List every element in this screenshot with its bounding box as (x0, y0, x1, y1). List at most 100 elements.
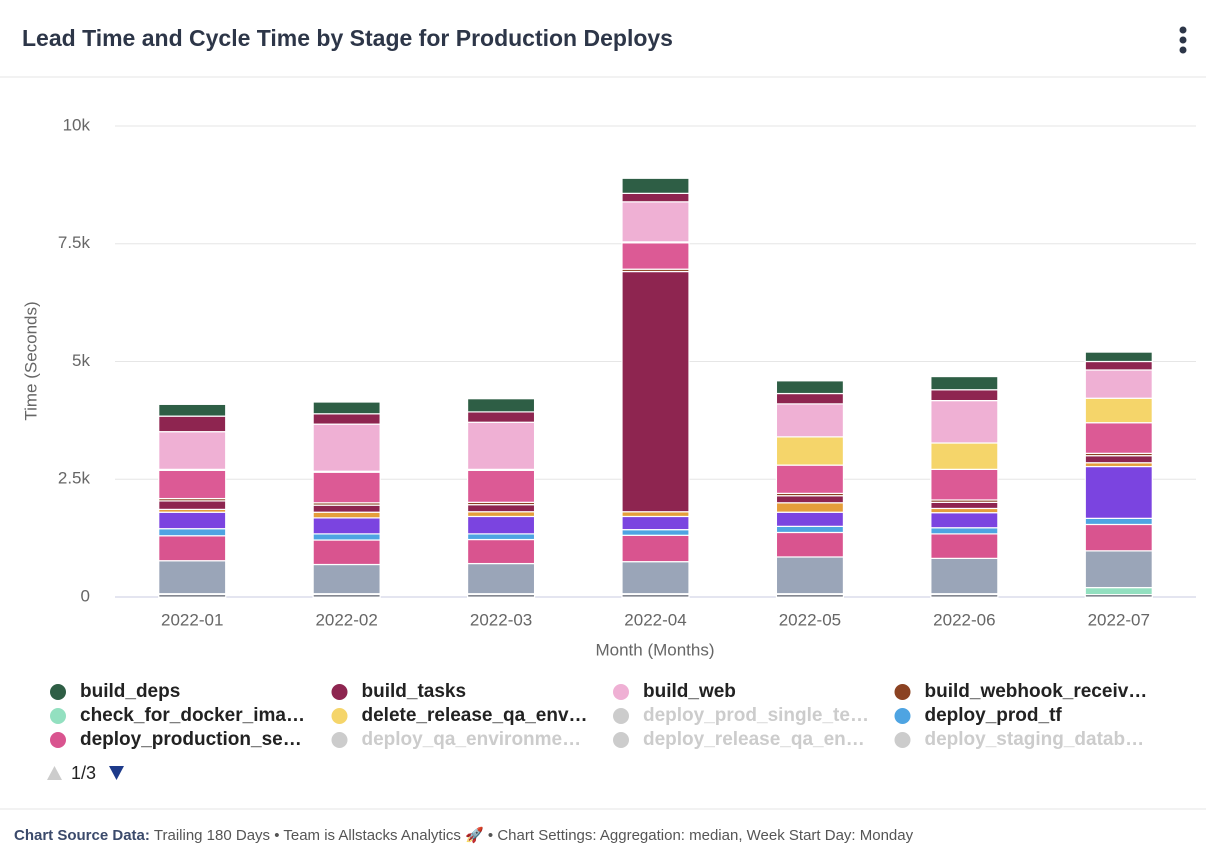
card-title: Lead Time and Cycle Time by Stage for Pr… (22, 25, 673, 51)
footer-text: Trailing 180 Days • Team is Allstacks An… (154, 826, 914, 844)
legend-next[interactable] (109, 766, 124, 780)
legend-swatch (613, 708, 629, 724)
legend-label: deploy_production_se… (80, 729, 302, 750)
bar-segment (312, 517, 381, 535)
x-axis-title: Month (Months) (595, 640, 714, 659)
bar-segment (312, 401, 381, 415)
bar-segment (466, 398, 536, 413)
bar-segment (158, 500, 227, 510)
legend-label: deploy_prod_tf (925, 705, 1063, 726)
x-tick-label: 2022-03 (470, 610, 532, 629)
legend-swatch (894, 684, 911, 700)
bar-segment (930, 389, 999, 402)
bar-segment (466, 421, 536, 470)
legend-swatch (894, 732, 911, 748)
bar-segment (312, 533, 381, 541)
plot: 0 2.5k 5k 7.5k 10k 2022-01 2022-02 2022-03 2022-… (58, 115, 1196, 629)
bar-segment (775, 403, 845, 438)
menu-button[interactable] (1179, 26, 1187, 54)
bar-segment (621, 192, 690, 203)
y-tick-label: 2.5k (58, 469, 91, 488)
bar-segment (158, 528, 227, 537)
bar-segment (466, 533, 536, 541)
legend-label: deploy_release_qa_en… (643, 729, 865, 750)
legend: build_deps build_tasks build_web build_webh… (50, 681, 1147, 750)
x-tick-label: 2022-04 (624, 610, 686, 629)
bar-segment (621, 561, 690, 595)
bar-segment (621, 201, 690, 243)
bar-segment (930, 507, 999, 514)
x-tick-label: 2022-01 (161, 610, 223, 629)
bar-segment (930, 468, 999, 501)
legend-label: build_tasks (362, 681, 467, 702)
bar-segment (621, 511, 690, 518)
legend-item[interactable]: build_web (613, 681, 736, 702)
legend-swatch (331, 684, 348, 700)
footer-label: Chart Source Data: (14, 827, 150, 844)
legend-item[interactable]: check_for_docker_ima… (50, 705, 305, 726)
legend-label: delete_release_qa_env… (362, 705, 588, 726)
bar-segment (158, 431, 227, 470)
bar-segment (930, 527, 999, 535)
bar-segment (158, 511, 227, 530)
legend-item[interactable]: deploy_production_se… (50, 729, 302, 750)
legend-item[interactable]: deploy_staging_datab… (894, 729, 1145, 750)
legend-item[interactable]: delete_release_qa_env… (331, 705, 588, 726)
bar-segment (930, 501, 999, 510)
bar-segment (158, 535, 227, 562)
bar-segment (466, 562, 536, 595)
bar-segment (775, 502, 845, 513)
bar-segment (466, 515, 536, 535)
x-tick-label: 2022-07 (1088, 610, 1150, 629)
bar-segment (775, 525, 845, 534)
bar-segment (466, 511, 536, 518)
legend-item[interactable]: deploy_prod_single_te… (613, 705, 869, 726)
bar-segment (158, 403, 227, 417)
bar-segment (930, 557, 999, 595)
bar-segment (775, 511, 845, 527)
legend-swatch (50, 684, 66, 700)
bar-segment (1084, 397, 1153, 424)
legend-swatch (613, 684, 629, 700)
bar-segment (1084, 523, 1153, 552)
legend-label: check_for_docker_ima… (80, 705, 305, 726)
bar-segment (312, 563, 381, 595)
bar-segment (1084, 550, 1153, 589)
bar-segment (930, 512, 999, 529)
bar-segment (775, 464, 845, 494)
bar-segment (1084, 369, 1153, 399)
legend-label: deploy_prod_single_te… (643, 705, 869, 726)
bar-segment (1084, 422, 1153, 454)
bar-segment (1084, 517, 1153, 526)
bar-segment (775, 392, 845, 405)
bar-segment (312, 413, 381, 425)
bar-segment (775, 380, 845, 395)
bar-segment (158, 469, 227, 500)
footer: Chart Source Data: Trailing 180 Days • Te… (14, 826, 914, 844)
legend-item[interactable]: deploy_release_qa_en… (613, 729, 865, 750)
legend-item[interactable]: build_deps (50, 681, 180, 702)
bar-segment (621, 270, 690, 513)
bar-segment (466, 469, 536, 503)
legend-swatch (894, 708, 911, 724)
bar-segment (930, 533, 999, 559)
bar-segment (621, 177, 690, 194)
bar-segment (775, 531, 845, 558)
bar-segment (312, 539, 381, 566)
legend-swatch (331, 732, 348, 748)
legend-item[interactable]: build_tasks (331, 681, 467, 702)
y-tick-label: 7.5k (58, 233, 91, 252)
bar-segment (158, 560, 227, 595)
bar-segment (1084, 465, 1153, 519)
bar-segment (775, 495, 845, 504)
y-tick-label: 0 (81, 586, 90, 605)
legend-item[interactable]: deploy_prod_tf (894, 705, 1063, 726)
legend-item[interactable]: build_webhook_receiv… (894, 681, 1148, 702)
bar-segment (775, 556, 845, 595)
bar-segment (1084, 360, 1153, 371)
legend-label: build_webhook_receiv… (925, 681, 1148, 702)
legend-item[interactable]: deploy_qa_environme… (331, 729, 582, 750)
legend-swatch (613, 732, 629, 748)
x-tick-label: 2022-05 (779, 610, 841, 629)
